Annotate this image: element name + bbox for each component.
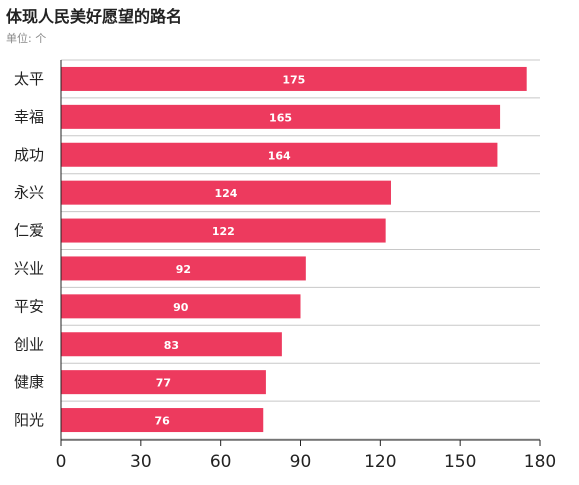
chart-title: 体现人民美好愿望的路名 <box>6 7 183 26</box>
category-label: 永兴 <box>14 184 44 202</box>
bar <box>61 66 527 91</box>
bar <box>61 408 264 433</box>
value-label: 175 <box>282 73 305 86</box>
category-label: 兴业 <box>14 259 44 277</box>
bar <box>61 218 386 243</box>
bar <box>61 294 301 319</box>
bar <box>61 370 266 395</box>
x-tick-label: 60 <box>210 452 232 472</box>
category-label: 太平 <box>14 70 44 88</box>
x-tick-label: 0 <box>56 452 67 472</box>
category-label: 仁爱 <box>14 222 44 240</box>
value-label: 164 <box>268 149 291 162</box>
category-label: 健康 <box>14 373 44 391</box>
value-label: 83 <box>164 339 179 352</box>
category-label: 成功 <box>14 146 44 164</box>
category-label: 幸福 <box>14 108 44 126</box>
value-label: 92 <box>176 263 191 276</box>
value-label: 77 <box>156 377 171 390</box>
category-label: 阳光 <box>14 411 44 429</box>
value-label: 122 <box>212 225 235 238</box>
x-tick-label: 150 <box>444 452 476 472</box>
bar <box>61 142 498 167</box>
value-label: 165 <box>269 111 292 124</box>
category-label: 平安 <box>14 297 44 315</box>
chart-subtitle: 单位: 个 <box>6 32 47 45</box>
bar <box>61 180 391 205</box>
x-tick-label: 180 <box>524 452 556 472</box>
value-label: 90 <box>173 301 189 314</box>
bar <box>61 332 282 357</box>
value-label: 124 <box>215 187 238 200</box>
x-tick-label: 30 <box>130 452 152 472</box>
category-label: 创业 <box>14 335 44 353</box>
value-label: 76 <box>154 415 170 428</box>
x-tick-label: 90 <box>290 452 312 472</box>
x-tick-label: 120 <box>364 452 396 472</box>
bar <box>61 104 501 129</box>
bar <box>61 256 306 281</box>
